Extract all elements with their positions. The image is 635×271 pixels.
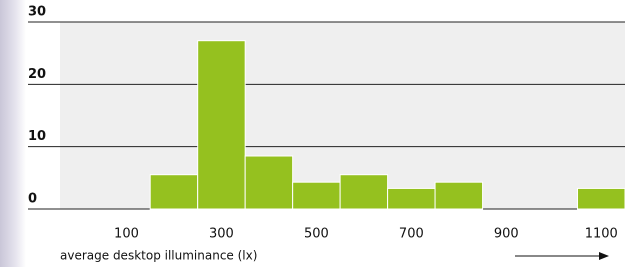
bar [150, 175, 197, 209]
x-axis-label: average desktop illuminance (lx) [60, 249, 257, 263]
x-tick-label: 500 [304, 227, 329, 242]
x-tick-label: 1100 [585, 227, 618, 242]
bar [435, 182, 482, 209]
chart: average desktop illuminance (lx) 0 10 20 30… [0, 0, 635, 267]
x-tick-label: 700 [399, 227, 424, 242]
y-tick-label: 0 [28, 192, 37, 207]
y-tick-label: 10 [28, 129, 46, 144]
y-tick-label: 20 [28, 67, 46, 82]
bar [198, 41, 245, 209]
bar [340, 175, 387, 209]
x-tick-label: 100 [114, 227, 139, 242]
bar [578, 188, 625, 209]
bar [388, 188, 435, 209]
x-tick-label: 900 [494, 227, 519, 242]
side-image [0, 0, 26, 267]
bar [293, 182, 340, 209]
x-tick-label: 300 [209, 227, 234, 242]
y-tick-label: 30 [28, 5, 46, 20]
bar [245, 156, 292, 209]
